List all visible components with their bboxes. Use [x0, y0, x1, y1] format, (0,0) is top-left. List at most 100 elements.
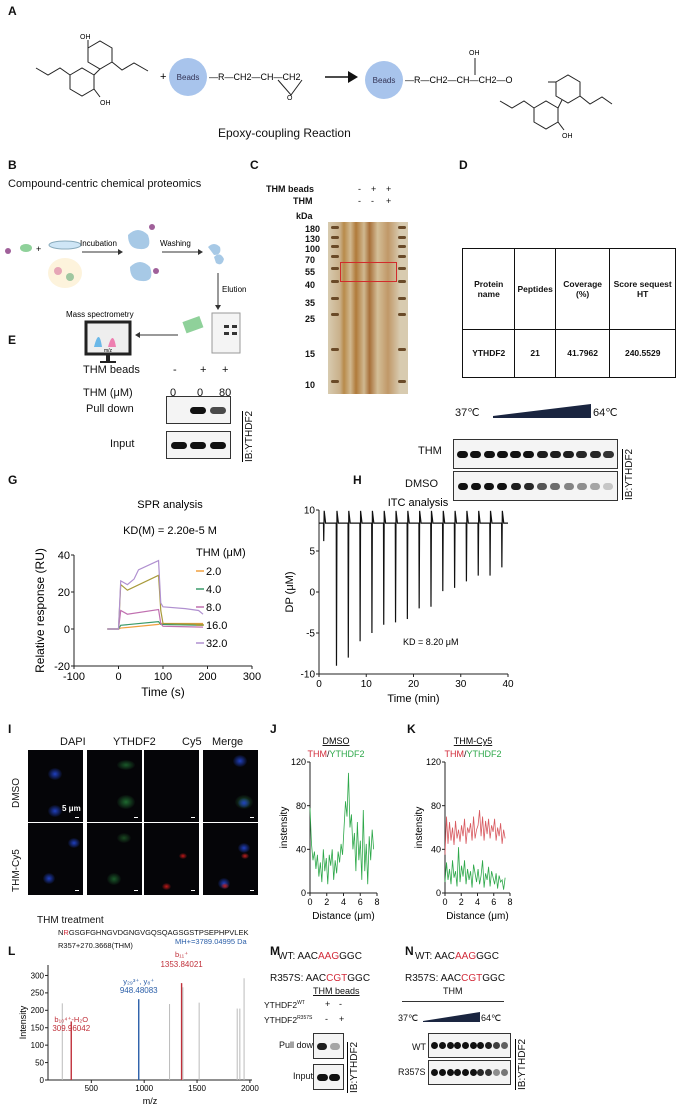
- micrograph-dapi-thm-cy5: [28, 823, 83, 895]
- y-tick-label: 0: [40, 1076, 45, 1085]
- precursor-mass: MH+=3789.04995 Da: [175, 937, 247, 946]
- n-mut-sequence: R357S: AACCGTGGC: [405, 973, 506, 984]
- y-tick-label: 80: [431, 801, 441, 811]
- marker-band: [398, 380, 406, 383]
- e-sign: +: [222, 364, 229, 376]
- legend-part: YTHDF2: [467, 749, 502, 759]
- chart-annotation: KD = 8.20 μM: [403, 637, 458, 647]
- thermogram-line: [319, 510, 508, 666]
- marker-band: [331, 348, 339, 351]
- y-tick-label: 10: [304, 506, 316, 517]
- m-input-label: Input: [293, 1071, 314, 1081]
- legend-label: 16.0: [206, 620, 227, 632]
- blot-band: [500, 1069, 508, 1076]
- scale-bar: [250, 817, 254, 818]
- blot-band: [317, 1042, 328, 1050]
- scale-bar: [75, 890, 79, 891]
- col-merge: Merge: [212, 736, 244, 748]
- blot-dmso: [453, 471, 618, 501]
- panel-label-m: M: [270, 944, 280, 958]
- blot-band: [483, 450, 495, 458]
- series-line-32.0: [107, 559, 204, 630]
- panel-label-e: E: [8, 333, 17, 347]
- e-sign: -: [173, 364, 177, 376]
- legend-part: /: [464, 749, 467, 759]
- blot-band: [210, 406, 227, 414]
- kda-label: kDa: [296, 211, 313, 221]
- marker-band: [398, 313, 406, 316]
- blot-band: [510, 450, 522, 458]
- x-tick-label: 1000: [135, 1084, 153, 1093]
- marker-label: 15: [305, 349, 316, 359]
- x-axis-title: Time (min): [387, 693, 439, 705]
- bead-icon: [365, 61, 403, 99]
- thm-structure-left: [35, 40, 149, 98]
- marker-band: [331, 255, 339, 258]
- blot-band: [170, 441, 187, 449]
- blot-band: [549, 450, 561, 458]
- blot-input: [166, 431, 231, 459]
- blot-band: [523, 482, 534, 490]
- panel-label-g: G: [8, 473, 18, 487]
- blot-band: [536, 450, 548, 458]
- marker-band: [398, 348, 406, 351]
- blot-band: [470, 482, 481, 490]
- y-tick-label: 0: [309, 588, 315, 599]
- blot-r357s: [428, 1060, 511, 1085]
- profile-line-ythdf2: [309, 772, 375, 885]
- blot-band: [446, 1042, 454, 1049]
- temperature-gradient-wedge: [423, 1012, 480, 1022]
- table-cell: 21: [514, 328, 556, 379]
- thm-structure-right: [499, 74, 613, 131]
- x-tick-label: 8: [507, 897, 512, 907]
- linker-chain-right: —R—CH2—CH—CH2—O: [405, 75, 513, 85]
- scale-bar: [75, 817, 79, 818]
- legend-part: THM: [444, 749, 464, 759]
- n-temp-high: 64℃: [481, 1013, 502, 1023]
- x-axis-title: Distance (μm): [446, 911, 508, 922]
- legend-label: 32.0: [206, 638, 227, 650]
- legend-label: 2.0: [206, 566, 221, 578]
- blot-band: [457, 482, 468, 490]
- marker-label: 10: [305, 380, 316, 390]
- blot-band: [602, 450, 614, 458]
- peak-mz-label: 309.96042: [52, 1024, 90, 1033]
- y-tick-label: 40: [58, 550, 70, 562]
- profile-title: DMSO: [323, 736, 350, 746]
- blot-band: [431, 1069, 439, 1076]
- svg-text:+: +: [36, 244, 41, 254]
- oh-label: OH: [100, 100, 111, 107]
- x-tick-label: 20: [408, 679, 420, 690]
- x-axis-title: Distance (μm): [312, 911, 374, 922]
- marker-label: 180: [305, 224, 321, 234]
- y-tick-label: 100: [31, 1041, 45, 1050]
- gel-sign: +: [386, 196, 392, 206]
- table-cell: 240.5529: [609, 328, 676, 379]
- n-mut-label: R357S: [398, 1067, 426, 1077]
- m-beads-label: THM beads: [313, 986, 360, 996]
- blot-wt: [428, 1033, 511, 1058]
- blot-band: [210, 441, 227, 449]
- blot-band: [563, 450, 575, 458]
- marker-label: 40: [305, 280, 316, 290]
- y-axis-title: instensity: [414, 807, 425, 849]
- proteomics-title: Compound-centric chemical proteomics: [8, 178, 202, 190]
- scale-bar: [134, 817, 138, 818]
- micrograph-cy5-thm-cy5: [144, 823, 199, 895]
- blot-band: [589, 450, 601, 458]
- legend-title: THM (μM): [196, 547, 246, 559]
- panel-label-d: D: [459, 158, 468, 172]
- marker-band: [331, 313, 339, 316]
- e-row-beads: THM beads: [83, 364, 140, 376]
- e-value: 0: [170, 387, 177, 399]
- y-tick-label: 80: [296, 801, 306, 811]
- x-tick-label: 10: [361, 679, 373, 690]
- m-sign: +: [325, 999, 331, 1009]
- blot-band: [485, 1069, 493, 1076]
- scale-bar-label: 5 μm: [62, 804, 81, 813]
- blot-band: [477, 1042, 485, 1049]
- blot-band: [469, 1042, 477, 1049]
- epoxy-coupling-scheme: OH OH + Beads —R—CH2—CH—CH2 O Beads —R—C…: [35, 34, 613, 140]
